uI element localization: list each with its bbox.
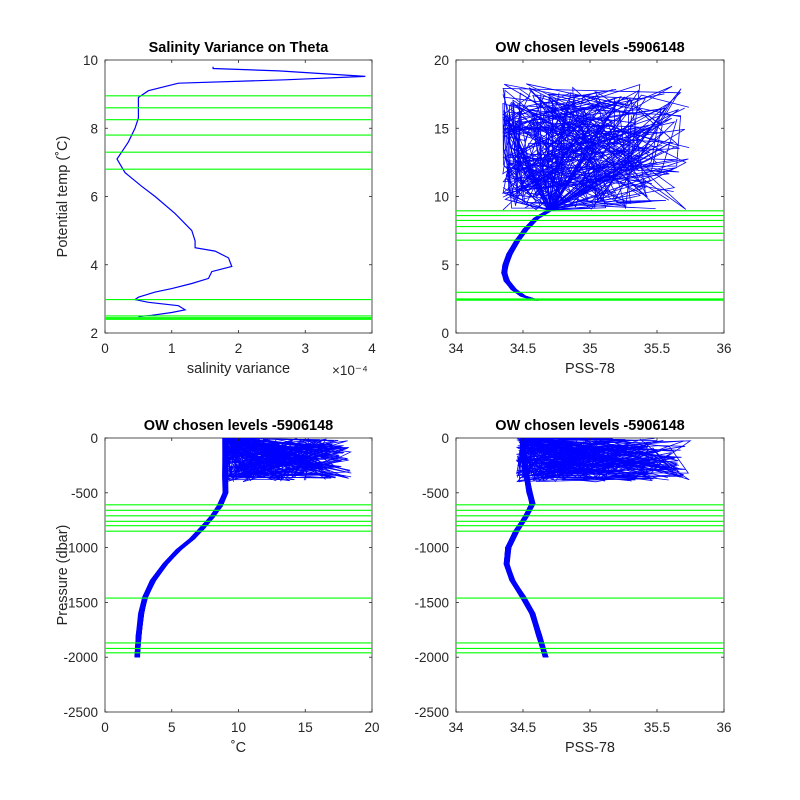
- y-tick-label: 0: [441, 326, 449, 341]
- x-axis-exponent: ×10⁻⁴: [332, 363, 368, 378]
- profile-line: [504, 438, 615, 658]
- chart-panel-1: 0 1 2 3 4 2 4 6 8 10 Salinity Variance on Theta sal…: [55, 40, 376, 378]
- chart-title: Salinity Variance on Theta: [149, 40, 330, 56]
- chart-panel-3: 0 5 10 15 20 -2500 -2000 -1500 -1000 -500 0 OW chos…: [55, 418, 380, 756]
- x-tick-label: 10: [231, 720, 246, 735]
- x-tick-label: 34: [448, 720, 464, 735]
- profile-line: [503, 438, 626, 658]
- x-tick-label: 34.5: [510, 341, 536, 356]
- y-tick-label: -1000: [414, 541, 449, 556]
- profile-line: [504, 91, 674, 301]
- profile-bundle: [503, 438, 692, 658]
- x-tick-label: 35.5: [644, 341, 670, 356]
- profile-line: [135, 438, 282, 658]
- chart-title: OW chosen levels -5906148: [495, 40, 684, 56]
- x-tick-label: 5: [168, 720, 176, 735]
- chart-panel-2: 34 34.5 35 35.5 36 0 5 10 15 20 OW chosen levels -…: [434, 40, 732, 377]
- x-tick-label: 36: [716, 720, 731, 735]
- y-tick-label: 8: [90, 121, 98, 136]
- profile-line: [136, 438, 333, 658]
- y-tick-label: -2500: [63, 705, 98, 720]
- x-axis-label: PSS-78: [565, 361, 615, 377]
- y-tick-label: -1500: [414, 595, 449, 610]
- chart-title: OW chosen levels -5906148: [144, 418, 333, 434]
- y-tick-label: -500: [71, 486, 98, 501]
- plot-content: [105, 66, 372, 320]
- chart-panel-4: 34 34.5 35 35.5 36 -2500 -2000 -1500 -1000 -500 0 O…: [414, 418, 731, 756]
- plot-content: [105, 438, 372, 658]
- x-tick-label: 15: [298, 720, 313, 735]
- x-tick-label: 36: [716, 341, 731, 356]
- x-tick-label: 34.5: [510, 720, 536, 735]
- y-tick-label: 6: [90, 190, 98, 205]
- profile-line: [134, 438, 348, 658]
- profile-line: [135, 438, 341, 658]
- x-tick-label: 1: [168, 341, 176, 356]
- x-tick-label: 20: [364, 720, 379, 735]
- plot-area: [104, 59, 373, 334]
- y-tick-label: -2000: [414, 650, 449, 665]
- y-tick-label: 20: [434, 53, 449, 68]
- y-tick-label: 0: [90, 431, 98, 446]
- y-tick-label: 2: [90, 326, 98, 341]
- x-tick-label: 34: [448, 341, 464, 356]
- profile-line: [501, 109, 642, 301]
- profile-bundle: [134, 438, 352, 658]
- y-tick-label: -1500: [63, 595, 98, 610]
- x-tick-label: 35.5: [644, 720, 670, 735]
- plot-content: [456, 83, 724, 301]
- y-tick-label: 10: [83, 53, 98, 68]
- y-axis-label: Pressure (dbar): [55, 525, 71, 626]
- x-tick-label: 4: [368, 341, 376, 356]
- x-tick-label: 2: [235, 341, 243, 356]
- x-tick-label: 3: [301, 341, 309, 356]
- y-tick-label: 15: [434, 121, 449, 136]
- plot-area: [104, 437, 373, 713]
- x-tick-label: 0: [101, 720, 109, 735]
- profile-line: [138, 438, 301, 658]
- plot-content: [456, 438, 724, 658]
- x-tick-label: 35: [582, 720, 597, 735]
- y-tick-label: 0: [441, 431, 449, 446]
- x-tick-label: 35: [582, 341, 597, 356]
- chart-title: OW chosen levels -5906148: [495, 418, 684, 434]
- y-tick-label: 5: [441, 258, 449, 273]
- x-axis-label: PSS-78: [565, 740, 615, 756]
- y-tick-label: -1000: [63, 541, 98, 556]
- y-tick-label: 4: [90, 258, 98, 273]
- profile-line: [137, 438, 344, 658]
- plot-area: [455, 437, 725, 713]
- y-tick-label: -500: [422, 486, 449, 501]
- y-tick-label: 10: [434, 190, 449, 205]
- x-axis-label: salinity variance: [187, 361, 290, 377]
- x-tick-label: 0: [101, 341, 109, 356]
- profile-line: [506, 438, 583, 658]
- y-axis-label: Potential temp (˚C): [55, 136, 71, 258]
- y-tick-label: -2500: [414, 705, 449, 720]
- x-axis-label: ˚C: [231, 740, 246, 756]
- y-tick-label: -2000: [63, 650, 98, 665]
